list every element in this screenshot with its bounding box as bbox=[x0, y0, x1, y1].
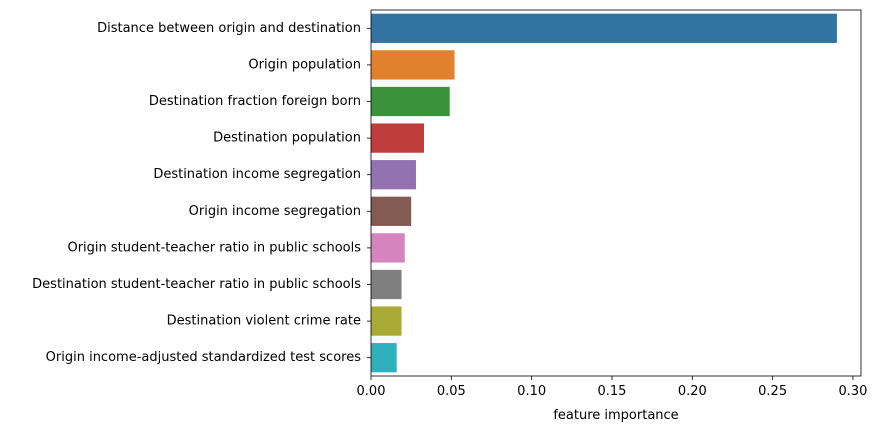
bar-8 bbox=[371, 306, 402, 336]
category-label-8: Destination violent crime rate bbox=[167, 314, 361, 329]
category-label-4: Destination income segregation bbox=[153, 167, 361, 182]
plot-frame bbox=[370, 9, 862, 377]
category-labels-group: Distance between origin and destination O… bbox=[32, 21, 371, 365]
bar-7 bbox=[371, 269, 402, 300]
category-label-1: Origin population bbox=[248, 57, 361, 72]
x-tick-label-1: 0.05 bbox=[437, 384, 466, 399]
category-label-6: Origin student-teacher ratio in public s… bbox=[67, 240, 361, 255]
x-tick-label-6: 0.30 bbox=[838, 384, 867, 399]
bar-4 bbox=[371, 160, 416, 190]
bar-1 bbox=[371, 50, 455, 80]
category-label-3: Destination population bbox=[213, 131, 361, 146]
bar-5 bbox=[371, 196, 412, 226]
x-tick-label-4: 0.20 bbox=[678, 384, 707, 399]
category-label-2: Destination fraction foreign born bbox=[149, 94, 361, 109]
category-label-9: Origin income-adjusted standardized test… bbox=[46, 350, 362, 365]
bar-0 bbox=[371, 13, 837, 43]
category-label-0: Distance between origin and destination bbox=[97, 21, 361, 36]
x-tick-label-3: 0.15 bbox=[598, 384, 627, 399]
bar-3 bbox=[371, 123, 425, 153]
bar-2 bbox=[371, 86, 450, 117]
x-axis-label: feature importance bbox=[553, 408, 678, 423]
category-label-7: Destination student-teacher ratio in pub… bbox=[32, 277, 361, 292]
x-ticks-group: 0.00 0.05 0.10 0.15 0.20 0.25 0.30 bbox=[357, 376, 867, 399]
bar-6 bbox=[371, 233, 405, 263]
bars-group bbox=[371, 13, 837, 373]
bar-9 bbox=[371, 343, 397, 373]
category-label-5: Origin income segregation bbox=[189, 204, 361, 219]
x-tick-label-2: 0.10 bbox=[517, 384, 546, 399]
x-tick-label-5: 0.25 bbox=[758, 384, 787, 399]
x-tick-label-0: 0.00 bbox=[357, 384, 386, 399]
